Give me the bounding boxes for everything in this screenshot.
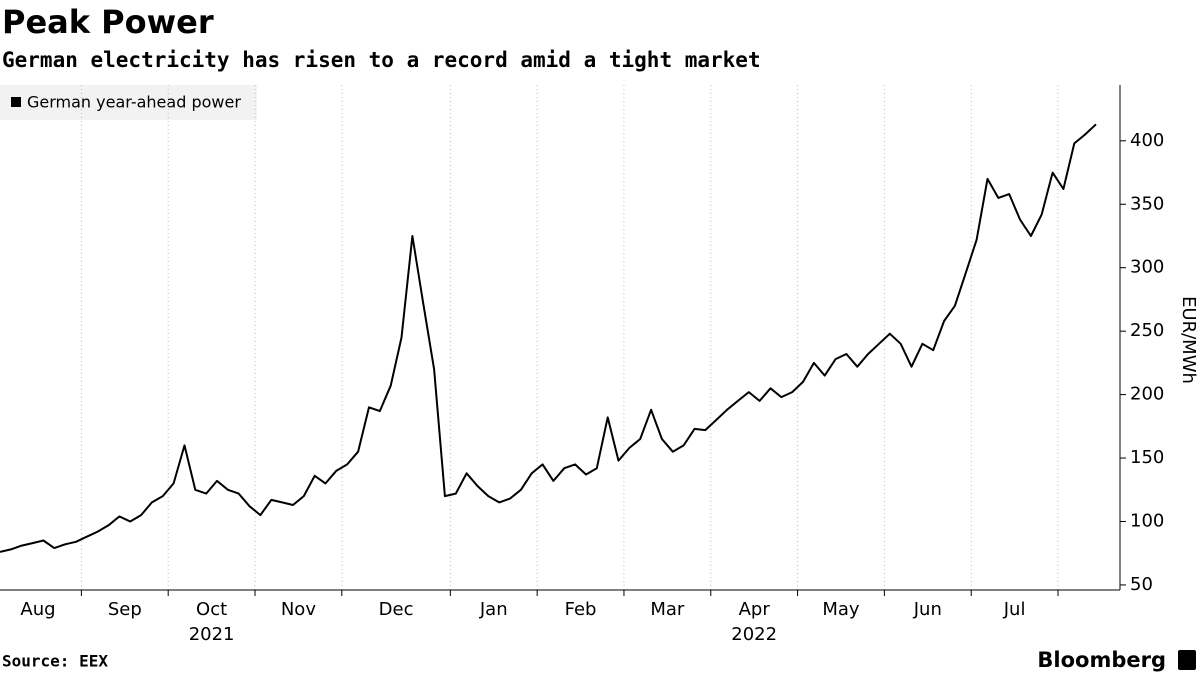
x-tick-label: Aug <box>20 599 55 620</box>
y-tick-label: 150 <box>1130 447 1164 468</box>
y-tick-label: 300 <box>1130 257 1164 278</box>
x-tick-label: Jun <box>913 599 942 620</box>
y-axis-label: EUR/MWh <box>1178 296 1199 384</box>
y-tick-label: 200 <box>1130 384 1164 405</box>
x-tick-label: Feb <box>565 599 597 620</box>
legend-swatch <box>11 97 21 107</box>
line <box>0 123 1097 553</box>
x-tick-label: Sep <box>108 599 142 620</box>
y-tick-label: 250 <box>1130 320 1164 341</box>
x-tick-label: Dec <box>379 599 414 620</box>
y-tick-label: 50 <box>1130 574 1153 595</box>
legend-box <box>0 85 257 120</box>
x-tick-label: Apr <box>739 599 771 620</box>
x-tick-label: Jan <box>479 599 508 620</box>
source: Source: EEX <box>2 652 108 671</box>
x-group-label: 2022 <box>731 624 777 645</box>
chart-subtitle: German electricity has risen to a record… <box>2 48 761 72</box>
x-group-label: 2021 <box>189 624 235 645</box>
x-tick-label: May <box>822 599 860 620</box>
brand: Bloomberg <box>1037 648 1166 672</box>
x-tick-label: Nov <box>281 599 316 620</box>
x-tick-label: Jul <box>1003 599 1026 620</box>
x-tick-label: Mar <box>650 599 685 620</box>
y-tick-label: 350 <box>1130 193 1164 214</box>
chart-title: Peak Power <box>2 3 214 41</box>
legend-label: German year-ahead power <box>27 93 241 112</box>
brand-icon <box>1178 650 1196 670</box>
x-tick-label: Oct <box>196 599 227 620</box>
y-tick-label: 100 <box>1130 510 1164 531</box>
y-tick-label: 400 <box>1130 130 1164 151</box>
